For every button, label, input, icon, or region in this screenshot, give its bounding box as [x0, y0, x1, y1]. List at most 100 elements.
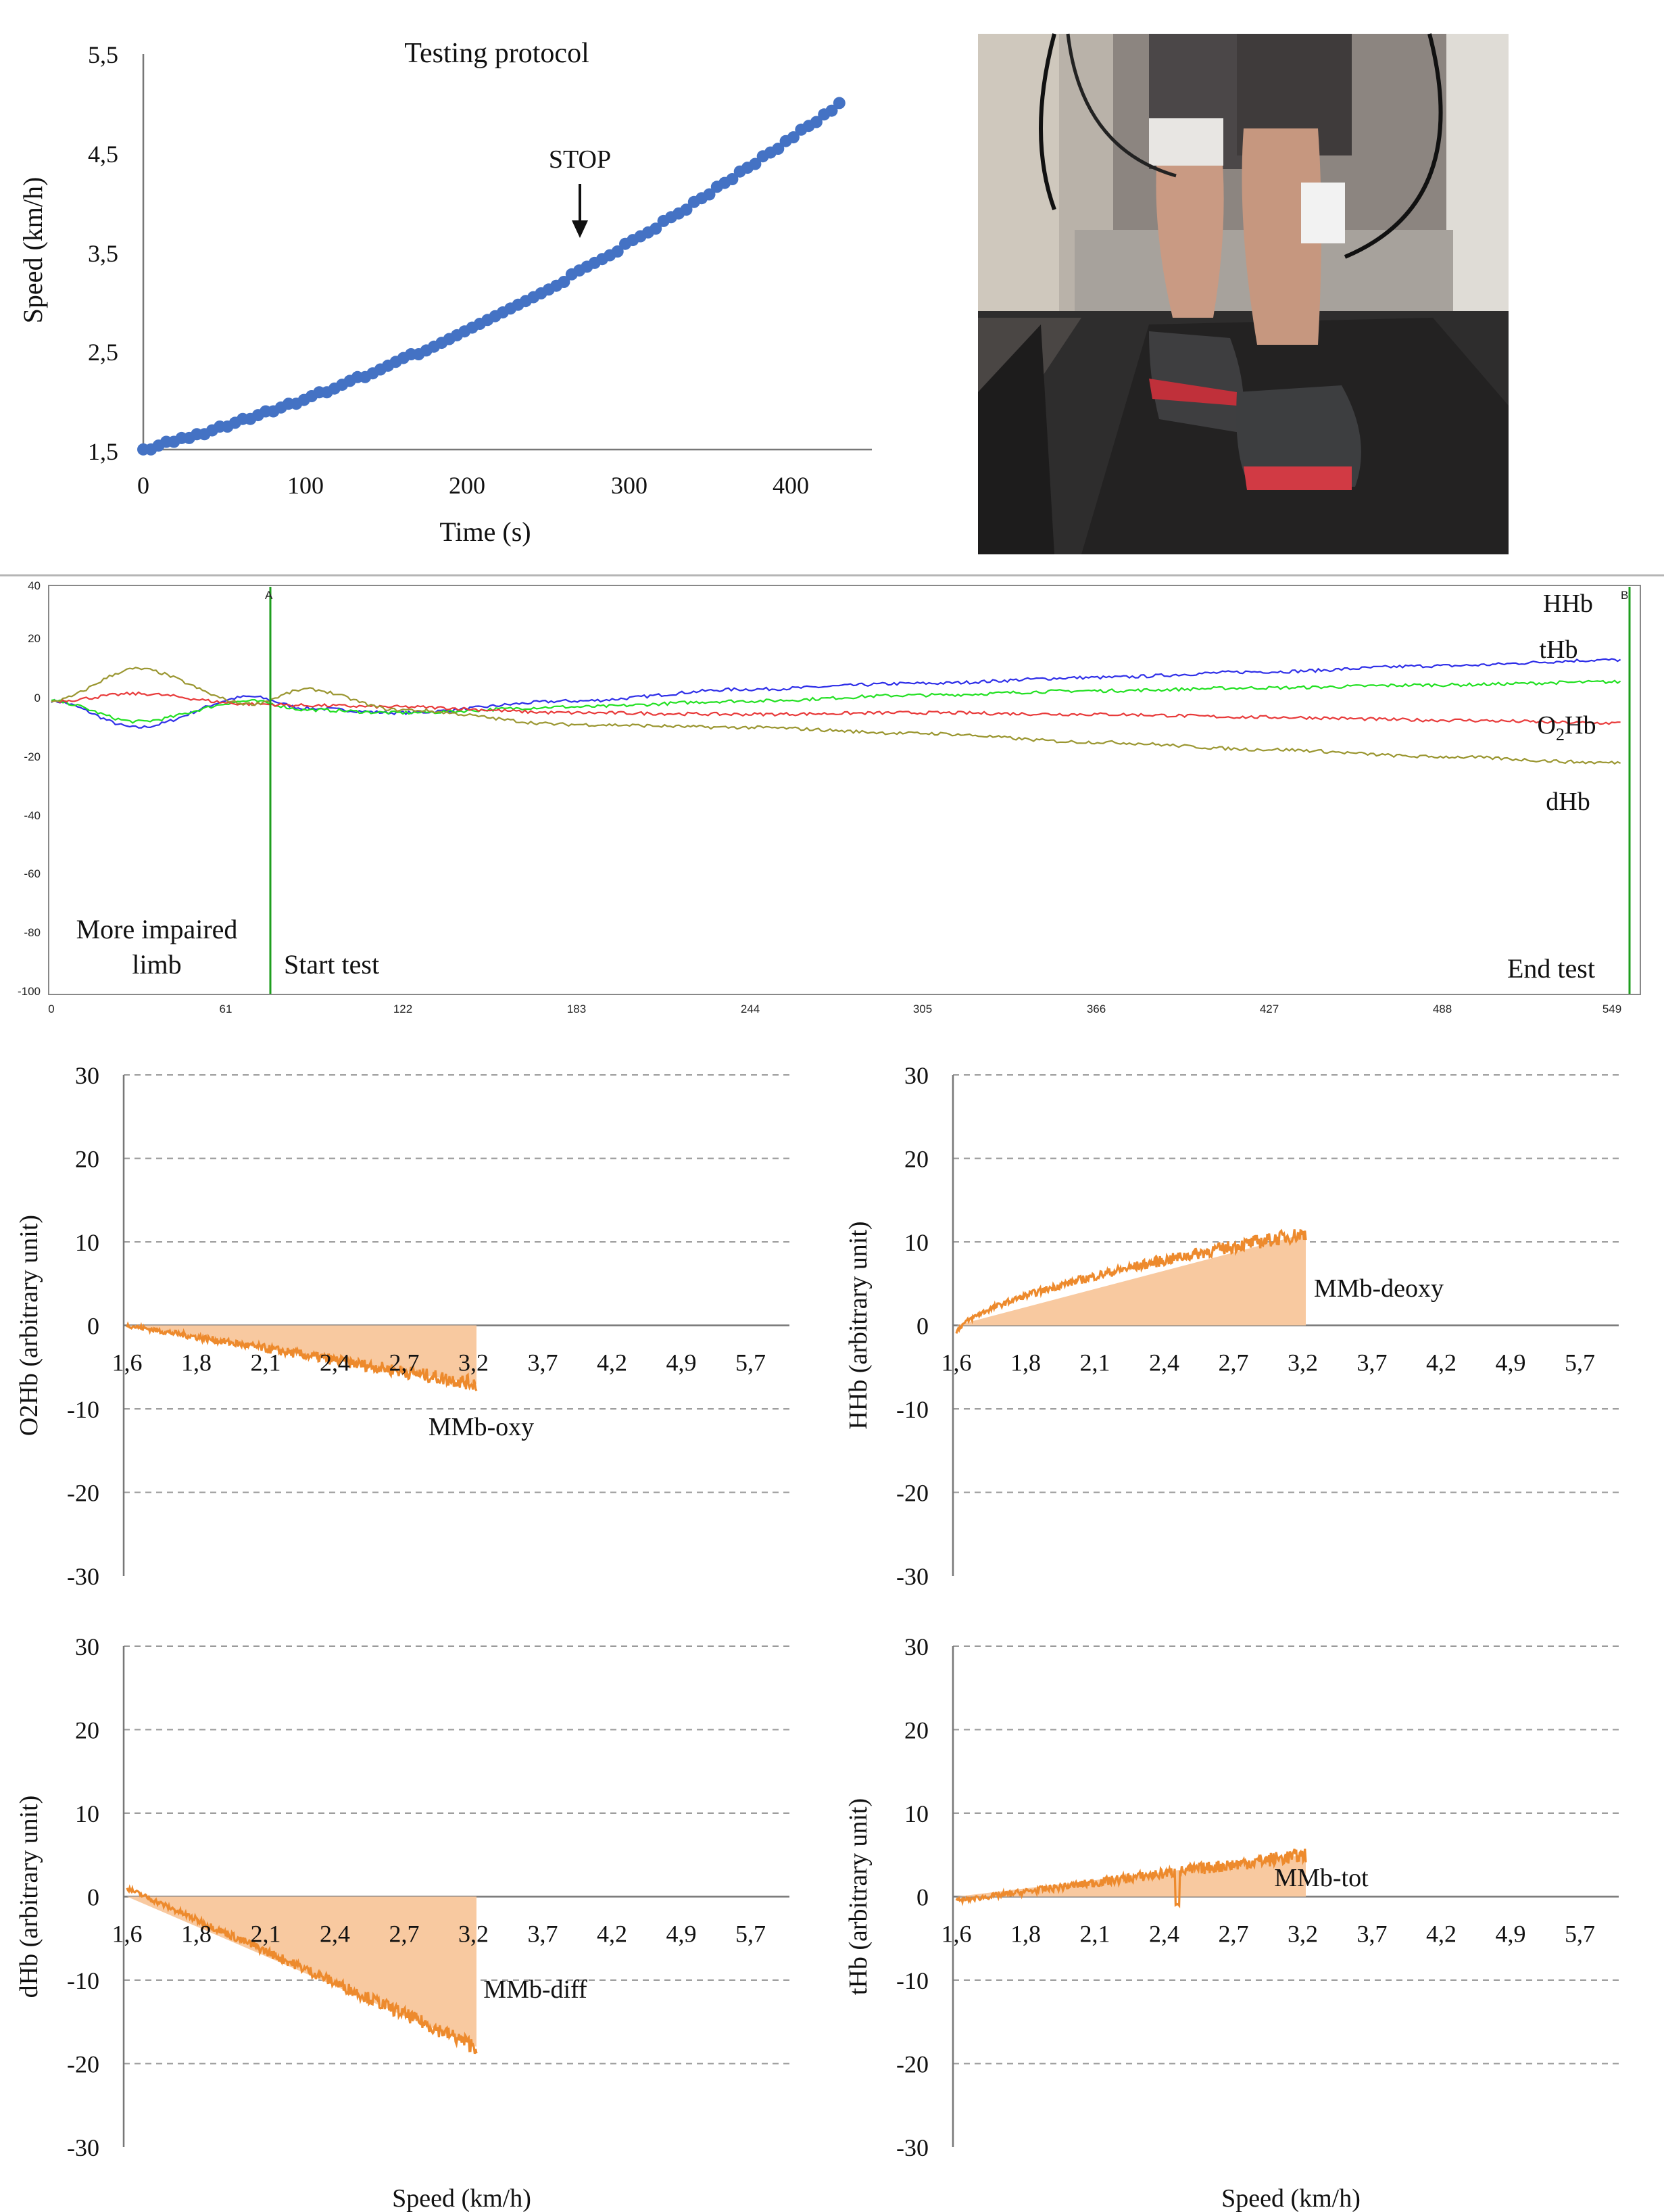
panel-x-tick: 5,7: [1565, 1921, 1595, 1948]
panel-x-tick: 2,4: [1149, 1349, 1179, 1376]
panel-y-tick: -20: [67, 1480, 99, 1507]
panel-y-tick: 30: [75, 1633, 99, 1660]
panel-x-tick: 4,9: [666, 1921, 697, 1948]
panel-x-tick: 2,1: [1080, 1349, 1110, 1376]
protocol-y-tick: 1,5: [88, 438, 118, 465]
o2hb-series-label: O2Hb: [1538, 711, 1596, 744]
more-impaired-label-line2: limb: [132, 949, 181, 980]
panel-x-tick: 3,7: [528, 1921, 558, 1948]
protocol-data-points: [137, 97, 846, 456]
panel-x-tick: 1,8: [1010, 1921, 1041, 1948]
panel-y-label: O2Hb (arbitrary unit): [15, 1215, 43, 1436]
mmb-panels: 30 20 10 0 -10 -20 -30 1,6 1,8 2,1 2,4 2,7 3,2 3,7 4,2…: [15, 1062, 1619, 2212]
nirs-x-tick: 366: [1087, 1003, 1106, 1015]
panel-y-tick: -20: [67, 2051, 99, 2078]
protocol-point: [650, 222, 662, 235]
hhb-series-label: HHb: [1543, 590, 1593, 618]
stop-annotation: STOP: [549, 145, 611, 174]
panel-y-tick: -20: [896, 2051, 929, 2078]
protocol-x-tick: 400: [773, 472, 809, 499]
start-test-label: Start test: [284, 949, 379, 980]
protocol-point: [558, 276, 570, 288]
panel-x-tick: 4,2: [1426, 1349, 1457, 1376]
nirs-y-tick: 0: [34, 692, 41, 704]
panel-line: [955, 1848, 1307, 1908]
nirs-y-tick: 20: [28, 632, 41, 645]
panel-x-tick: 2,4: [320, 1921, 350, 1948]
nirs-plot-frame: [48, 585, 1641, 995]
panel-x-tick: 3,2: [458, 1349, 489, 1376]
nirs-y-tick: -80: [24, 926, 41, 939]
panel-y-tick: -30: [896, 1563, 929, 1590]
panel-diff: 30 20 10 0 -10 -20 -30 1,6 1,8 2,1 2,4 2,7 3,2 3,7 4,2…: [15, 1633, 789, 2212]
panel-y-tick: 0: [916, 1884, 929, 1911]
panel-x-tick: 2,4: [320, 1349, 350, 1376]
protocol-point: [787, 131, 800, 144]
nirs-line-o2hb: [51, 691, 1621, 725]
nirs-x-tick: 305: [913, 1003, 932, 1015]
panel-x-tick: 1,6: [941, 1349, 972, 1376]
panel-y-tick: 30: [904, 1633, 929, 1660]
protocol-y-label: Speed (km/h): [18, 177, 48, 324]
nirs-y-tick: -40: [24, 809, 41, 822]
marker-a-label: A: [265, 589, 273, 602]
panel-x-tick: 2,1: [1080, 1921, 1110, 1948]
panel-x-tick: 1,8: [1010, 1349, 1041, 1376]
panel-x-tick: 4,2: [597, 1349, 627, 1376]
thb-series-label: tHb: [1540, 635, 1578, 664]
protocol-y-tick: 2,5: [88, 339, 118, 366]
nirs-x-tick: 244: [741, 1003, 760, 1015]
panel-line: [955, 1228, 1307, 1334]
nirs-x-tick: 0: [48, 1003, 54, 1015]
stop-arrow-head: [572, 220, 588, 238]
protocol-y-tick: 4,5: [88, 141, 118, 168]
panel-y-tick: 30: [75, 1062, 99, 1089]
panel-x-tick: 1,6: [941, 1921, 972, 1948]
panel-x-tick: 3,7: [1357, 1921, 1388, 1948]
nirs-y-tick: -100: [18, 985, 41, 998]
protocol-x-tick: 100: [287, 472, 324, 499]
protocol-x-label: Time (s): [439, 516, 531, 547]
nirs-line-hhb: [51, 658, 1621, 729]
protocol-point: [810, 116, 823, 128]
panel-y-tick: 30: [904, 1062, 929, 1089]
panel-y-tick: 10: [904, 1229, 929, 1256]
nirs-y-tick: -20: [24, 750, 41, 763]
panel-x-tick: 4,9: [666, 1349, 697, 1376]
protocol-point: [833, 97, 846, 110]
panel-x-tick: 2,7: [389, 1921, 420, 1948]
panel-y-tick: 0: [87, 1313, 99, 1340]
panel-x-tick: 1,8: [181, 1349, 212, 1376]
treadmill-photo: [978, 33, 1509, 554]
nirs-y-tick: 40: [28, 579, 41, 592]
panel-x-tick: 2,7: [1219, 1349, 1249, 1376]
panel-annotation: MMb-deoxy: [1314, 1274, 1444, 1303]
panel-y-tick: 10: [75, 1229, 99, 1256]
nirs-x-tick: 183: [567, 1003, 586, 1015]
panel-y-tick: -30: [67, 2134, 99, 2161]
panel-y-label: tHb (arbitrary unit): [844, 1798, 873, 1995]
nirs-x-tick: 488: [1433, 1003, 1452, 1015]
panel-x-tick: 3,7: [528, 1349, 558, 1376]
panel-y-tick: -30: [67, 1563, 99, 1590]
protocol-point: [611, 245, 624, 258]
panel-x-tick: 3,7: [1357, 1349, 1388, 1376]
panel-x-tick: 3,2: [1288, 1349, 1318, 1376]
more-impaired-label: More impaired: [76, 914, 238, 944]
panel-x-tick: 2,4: [1149, 1921, 1179, 1948]
panel-x-tick: 4,9: [1496, 1349, 1526, 1376]
panel-y-tick: -10: [67, 1967, 99, 1994]
panel-x-tick: 1,6: [112, 1349, 143, 1376]
panel-x-tick: 5,7: [1565, 1349, 1595, 1376]
panel-y-label: dHb (arbitrary unit): [15, 1796, 43, 1998]
panel-x-tick: 2,1: [251, 1921, 281, 1948]
panel-y-tick: -10: [896, 1396, 929, 1423]
panel-y-tick: 10: [904, 1800, 929, 1827]
nirs-series-lines: [51, 658, 1621, 765]
protocol-point: [749, 158, 762, 170]
protocol-point: [680, 203, 693, 216]
protocol-point: [825, 104, 838, 117]
panel-oxy: 30 20 10 0 -10 -20 -30 1,6 1,8 2,1 2,4 2,7 3,2 3,7 4,2…: [15, 1062, 789, 1590]
nirs-trace-chart: 40 20 0 -20 -40 -60 -80 -100 0 61 122 18…: [0, 574, 1664, 1015]
